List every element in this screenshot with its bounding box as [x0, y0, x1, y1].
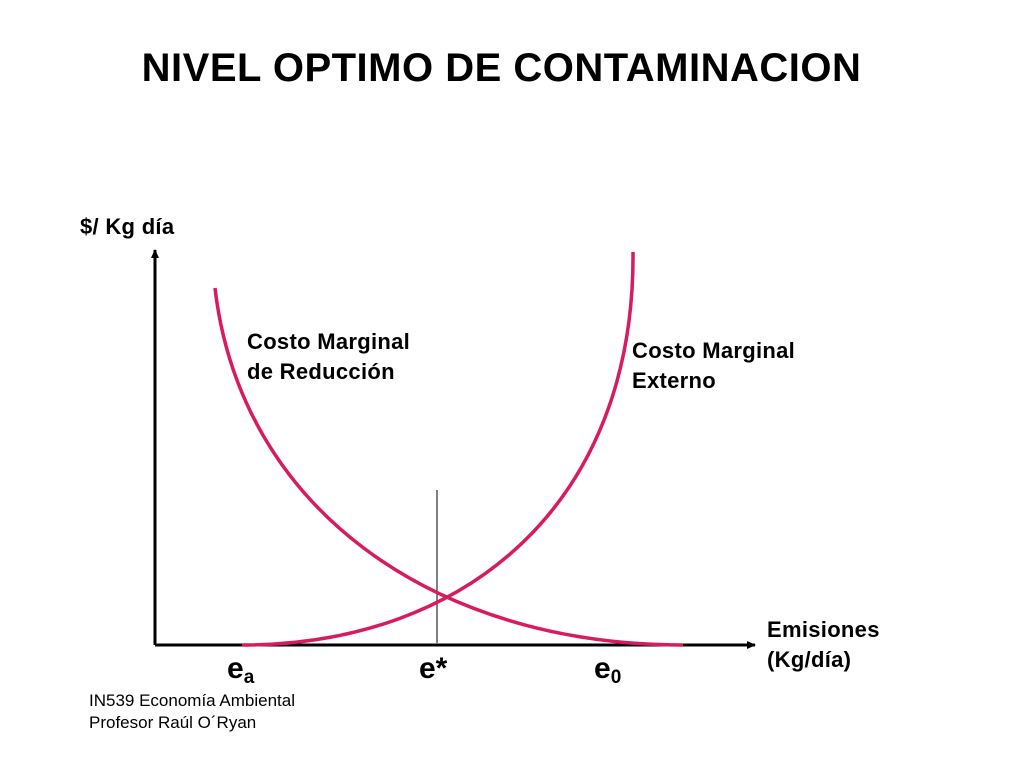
reduction-cost-label-line1: Costo Marginal: [247, 329, 411, 354]
slide-title: NIVEL OPTIMO DE CONTAMINACION: [141, 46, 862, 90]
y-axis-label: $/ Kg día: [80, 214, 175, 239]
tick-e0: e0: [594, 652, 622, 688]
reduction-cost-label: Costo Marginal de Reducción: [247, 327, 410, 387]
course-name: IN539 Economía Ambiental: [89, 691, 296, 710]
footer-credits: IN539 Economía Ambiental Profesor Raúl O…: [89, 690, 295, 734]
tick-e-star: e*: [419, 652, 448, 685]
external-cost-label: Costo Marginal Externo: [632, 336, 795, 396]
professor-name: Profesor Raúl O´Ryan: [89, 713, 257, 732]
x-axis-label-line1: Emisiones: [767, 617, 880, 642]
reduction-cost-label-line2: de Reducción: [247, 359, 395, 384]
x-axis-label-line2: (Kg/día): [767, 647, 852, 672]
external-cost-label-line2: Externo: [632, 368, 717, 393]
marginal-reduction-cost-curve: [213, 287, 684, 647]
x-axis-label: Emisiones (Kg/día): [767, 615, 880, 675]
marginal-external-cost-curve: [241, 251, 635, 647]
external-cost-label-line1: Costo Marginal: [632, 338, 796, 363]
tick-ea: ea: [227, 652, 255, 688]
